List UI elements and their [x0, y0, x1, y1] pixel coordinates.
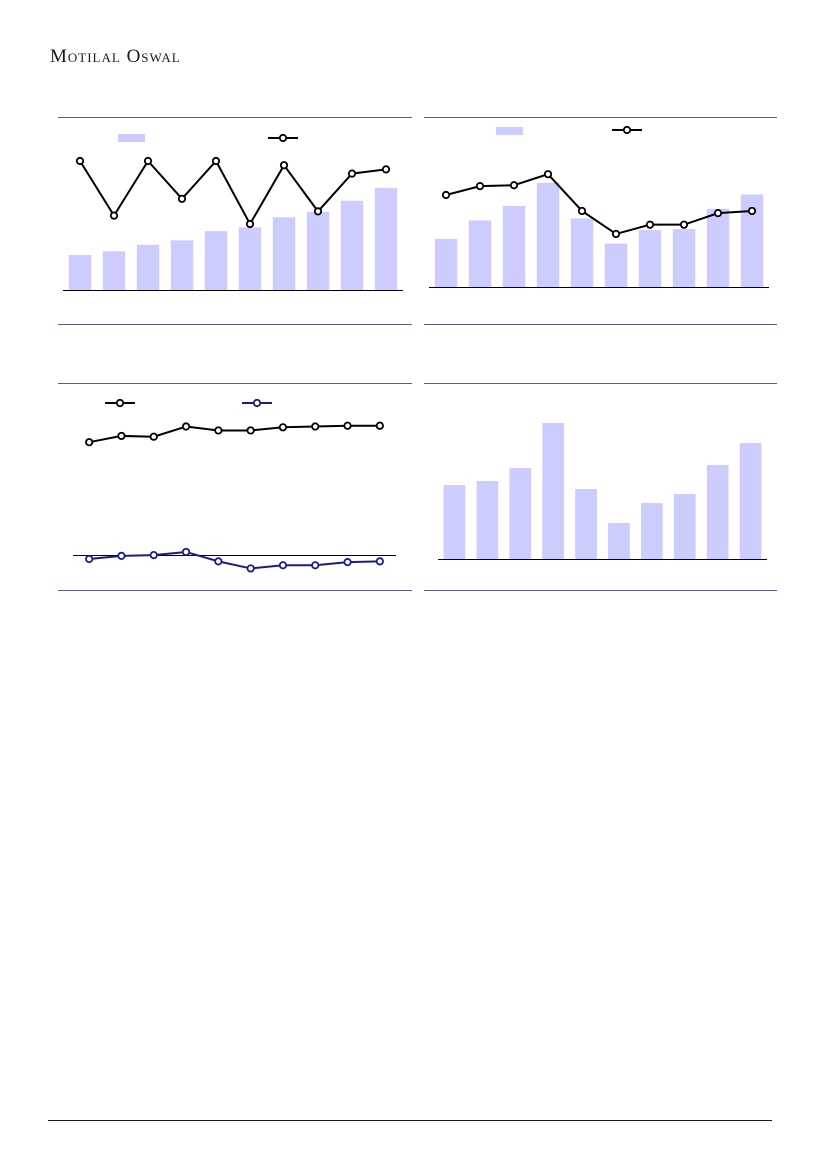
chart-2-point-4	[543, 170, 553, 179]
chart-2-point-10	[747, 206, 757, 216]
chart-3-s1-point-9	[343, 421, 352, 430]
chart-1-bottom-rule	[58, 324, 412, 325]
chart-1-legend-bar-swatch	[118, 134, 145, 142]
chart-3-legend-marker-1	[115, 398, 125, 408]
chart-2-bar-10	[740, 194, 764, 287]
footer-rule	[48, 1120, 772, 1121]
chart-1-legend-marker	[278, 133, 288, 143]
chart-3-s1-point-7	[278, 423, 288, 432]
chart-2-point-1	[441, 190, 451, 200]
chart-1-point-4	[177, 194, 187, 203]
chart-1-bar-5	[204, 231, 228, 290]
chart-1-point-3	[143, 156, 153, 166]
chart-4-bar-2	[476, 481, 499, 559]
chart-2-point-2	[475, 182, 485, 191]
chart-2-legend-marker	[622, 125, 632, 135]
chart-4-top-rule	[424, 383, 777, 384]
chart-4-bar-7	[640, 503, 663, 559]
chart-1-bar-2	[102, 251, 126, 290]
chart-3-s2-point-7	[278, 561, 288, 570]
chart-2-point-3	[509, 181, 519, 190]
chart-1-point-7	[279, 161, 289, 170]
chart-3-s1-line	[88, 424, 380, 444]
chart-4	[438, 423, 767, 560]
chart-1	[63, 133, 403, 291]
chart-2-bottom-rule	[424, 324, 777, 325]
chart-1-bar-1	[68, 255, 92, 290]
chart-3-s2-point-2	[117, 551, 126, 560]
chart-1-point-5	[211, 156, 221, 166]
chart-2-legend-bar-swatch	[496, 127, 523, 135]
chart-4-bar-10	[739, 443, 762, 559]
chart-3-s1-point-2	[117, 431, 126, 441]
chart-2-bar-4	[536, 182, 560, 287]
chart-3-s1-point-8	[311, 422, 320, 431]
chart-4-bar-1	[443, 485, 466, 559]
chart-2	[429, 125, 769, 288]
chart-4-bar-5	[575, 489, 597, 559]
chart-1-line	[79, 159, 387, 227]
chart-3-s2-point-1	[85, 554, 94, 564]
chart-1-point-9	[347, 169, 357, 178]
chart-4-bar-6	[608, 523, 630, 559]
chart-3-s2-point-3	[149, 550, 158, 560]
chart-3-s2-point-6	[246, 564, 255, 573]
chart-2-line	[445, 173, 753, 236]
chart-3-s2-point-8	[311, 561, 320, 570]
chart-1-point-2	[109, 211, 119, 220]
chart-4-bar-4	[542, 423, 565, 559]
chart-1-bar-10	[374, 187, 398, 290]
chart-2-top-rule	[424, 117, 777, 118]
chart-3-s2-line	[89, 550, 380, 570]
chart-2-point-7	[645, 220, 655, 229]
chart-3-s1-point-10	[375, 421, 384, 430]
chart-2-bar-8	[672, 229, 696, 287]
chart-1-bar-9	[340, 200, 364, 290]
chart-3-top-rule	[58, 383, 412, 384]
chart-3-bottom-rule	[58, 590, 412, 591]
chart-2-bar-1	[434, 238, 458, 287]
chart-2-bar-6	[604, 243, 628, 287]
chart-3-s2-point-5	[214, 557, 223, 566]
chart-2-point-9	[713, 209, 723, 218]
chart-3-s1-point-6	[246, 426, 255, 435]
chart-1-bar-3	[136, 244, 160, 290]
brand-logo: Motilal Oswal	[50, 46, 181, 67]
chart-1-bar-4	[170, 240, 194, 290]
chart-3-s1-point-5	[214, 426, 223, 435]
chart-4-bar-3	[509, 468, 532, 559]
chart-1-bar-7	[272, 217, 296, 290]
chart-3-s1-point-1	[85, 438, 94, 447]
chart-2-point-5	[577, 206, 587, 216]
chart-2-bar-2	[468, 220, 492, 287]
chart-1-point-10	[381, 165, 391, 174]
chart-2-bar-5	[570, 218, 594, 287]
chart-3-legend-marker-2	[252, 398, 262, 408]
chart-1-point-6	[245, 219, 255, 229]
chart-1-bar-8	[306, 211, 330, 290]
chart-2-bar-3	[502, 205, 526, 287]
chart-3-s2-point-10	[375, 557, 384, 566]
chart-3-s1-point-4	[181, 422, 191, 431]
chart-1-top-rule	[58, 117, 412, 118]
chart-4-bar-8	[673, 494, 696, 559]
chart-3-s2-point-4	[181, 547, 191, 557]
chart-3-s1-point-3	[149, 432, 158, 441]
chart-2-bar-9	[706, 208, 730, 287]
chart-3	[73, 398, 396, 573]
chart-2-point-8	[679, 220, 689, 229]
chart-3-s2-point-9	[343, 558, 352, 567]
chart-2-point-6	[611, 229, 621, 239]
chart-4-bottom-rule	[424, 590, 777, 591]
chart-1-bar-6	[238, 227, 262, 290]
chart-1-point-8	[313, 207, 323, 216]
chart-1-point-1	[75, 156, 85, 166]
chart-2-bar-7	[638, 230, 662, 287]
chart-4-bar-9	[706, 465, 729, 559]
